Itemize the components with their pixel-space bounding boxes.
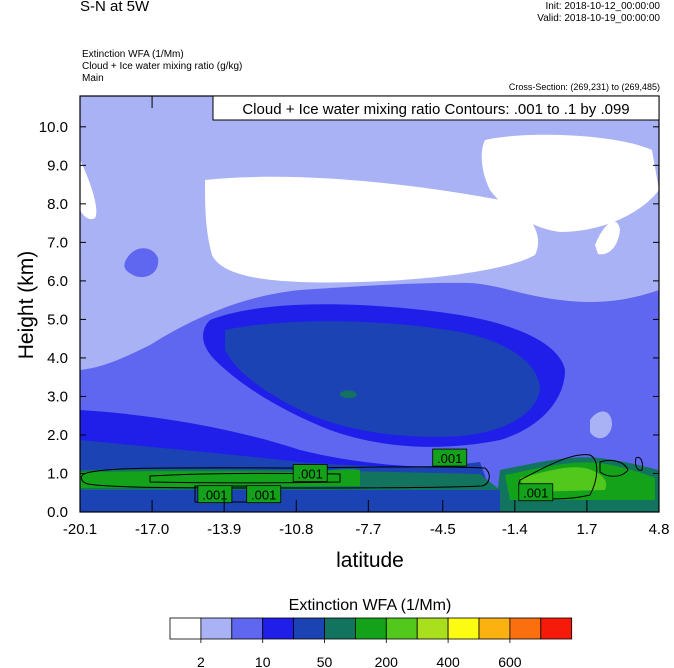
main-title: S-N at 5W	[80, 0, 150, 15]
field-clear-upper-right	[481, 134, 659, 232]
x-tick-label: -4.5	[430, 521, 456, 538]
x-tick-label: 1.7	[576, 521, 597, 538]
colorbar-title: Extinction WFA (1/Mm)	[288, 597, 452, 614]
contour-line-main	[80, 466, 490, 489]
x-tick-label: -20.1	[63, 521, 97, 538]
colorbar-box-4	[293, 617, 325, 640]
contour-label-text: .001	[202, 488, 227, 503]
x-axis-label: latitude	[336, 549, 404, 572]
colorbar-label: 50	[317, 654, 333, 668]
contour-title: Cloud + Ice water mixing ratio Contours:…	[242, 101, 629, 118]
x-tick-label: -7.7	[355, 521, 381, 538]
domain-name: Main	[82, 73, 104, 84]
contour-label-0: .001	[197, 485, 233, 504]
mixing-ratio-contours: .001 .001 .001 .001 .001	[80, 448, 643, 504]
field-name-mixing-ratio: Cloud + Ice water mixing ratio (g/kg)	[82, 61, 243, 72]
contour-label-box	[432, 448, 468, 467]
contour-label-4: .001	[518, 483, 554, 502]
field-blob-left	[124, 248, 159, 278]
cross-section-label: Cross-Section: (269,231) to (269,485)	[508, 82, 660, 92]
contour-label-2: .001	[292, 464, 328, 482]
y-tick-label: 6.0	[47, 273, 68, 290]
x-tick-label: -17.0	[135, 521, 169, 538]
y-tick-label: 1.0	[47, 465, 68, 482]
field-blob-light	[590, 411, 612, 439]
colorbar-label: 400	[436, 654, 460, 668]
valid-time: Valid: 2018-10-19_00:00:00	[537, 13, 660, 24]
colorbar: 2 10 50 200 400 600	[169, 617, 573, 668]
colorbar-box-10	[478, 617, 511, 640]
y-axis-label: Height (km)	[15, 250, 38, 360]
field-clear-upper	[205, 176, 539, 283]
colorbar-label: 10	[255, 654, 271, 668]
contour-label-box	[197, 485, 233, 504]
colorbar-box-6	[354, 617, 387, 640]
field-name-extinction: Extinction WFA (1/Mm)	[82, 49, 184, 60]
colorbar-label: 2	[197, 654, 205, 668]
contour-label-box	[292, 464, 328, 482]
colorbar-label: 200	[375, 654, 399, 668]
contour-label-1: .001	[246, 485, 282, 504]
y-tick-label: 2.0	[47, 427, 68, 444]
contour-label-text: .001	[251, 488, 276, 503]
contour-label-text: .001	[298, 466, 323, 481]
contour-label-text: .001	[437, 451, 462, 466]
colorbar-box-8	[416, 617, 449, 640]
contour-label-box	[246, 485, 282, 504]
colorbar-box-5	[324, 617, 356, 640]
y-tick-label: 4.0	[47, 350, 68, 367]
contour-line-right-small	[599, 459, 629, 477]
init-time: Init: 2018-10-12_00:00:00	[545, 1, 660, 12]
colorbar-box-7	[385, 617, 418, 640]
colorbar-box-1	[200, 617, 233, 640]
colorbar-box-3	[262, 617, 295, 640]
x-tick-label: -10.8	[279, 521, 313, 538]
colorbar-label: 600	[498, 654, 522, 668]
contour-line-far-right	[635, 456, 643, 471]
y-tick-label: 3.0	[47, 388, 68, 405]
colorbar-box-0	[169, 617, 202, 640]
y-tick-label: 8.0	[47, 196, 68, 213]
x-tick-label: -13.9	[207, 521, 241, 538]
y-tick-label: 7.0	[47, 234, 68, 251]
extinction-field	[80, 96, 659, 512]
x-tick-label: 4.8	[649, 521, 670, 538]
colorbar-box-2	[231, 617, 264, 640]
colorbar-box-12	[540, 617, 573, 640]
contour-label-box	[518, 483, 554, 502]
field-blob-green	[340, 390, 357, 398]
contour-title-box: Cloud + Ice water mixing ratio Contours:…	[212, 95, 660, 121]
field-surface-band	[80, 490, 500, 512]
field-band-level-5	[225, 321, 540, 437]
x-tick-label: -1.4	[502, 521, 528, 538]
colorbar-box-11	[509, 617, 542, 640]
field-clear-right	[595, 221, 620, 255]
contour-label-3: .001	[432, 448, 468, 467]
contour-line-inner	[149, 472, 341, 484]
y-tick-label: 0.0	[47, 504, 68, 521]
colorbar-box-9	[447, 617, 480, 640]
y-tick-label: 10.0	[39, 119, 68, 136]
y-tick-label: 5.0	[47, 311, 68, 328]
y-tick-label: 9.0	[47, 157, 68, 174]
contour-label-text: .001	[523, 486, 548, 501]
